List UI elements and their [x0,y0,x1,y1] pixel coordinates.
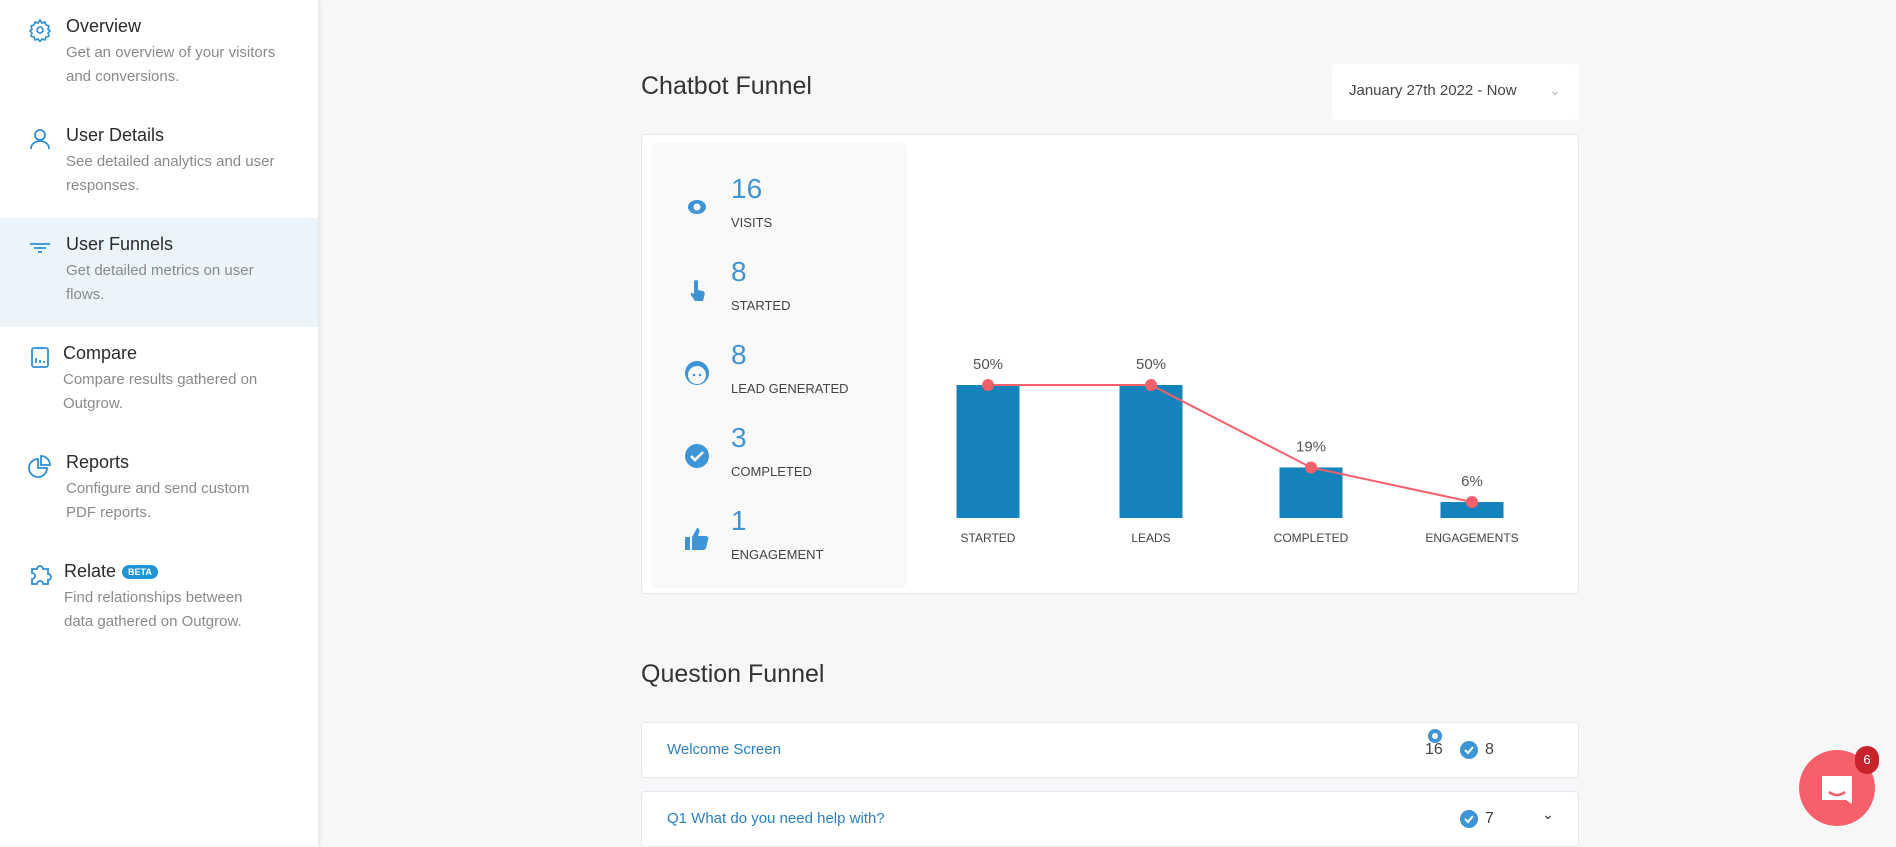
category-label: LEADS [1131,531,1170,545]
nav-title: User Details [66,125,165,145]
eye-icon [688,200,706,214]
completed-count: 8 [1485,741,1494,758]
nav-title: Reports [66,452,130,472]
face-icon [685,361,709,385]
nav-title: User Funnels [66,234,174,254]
stat-started: 8 STARTED [651,256,907,326]
question-row[interactable]: Q1 What do you need help with? 7 ⌄ [641,791,1579,847]
question-label: Q1 What do you need help with? [667,810,885,827]
check-circle-icon [1460,810,1478,828]
stat-engagement: 1 ENGAGEMENT [651,505,907,575]
bar-completed [1279,467,1343,518]
sidebar-item-relate[interactable]: Relate BETA Find relationships between da… [0,545,318,654]
nav-desc: Get an overview of your visitors and con… [66,44,276,85]
data-label: 19% [1296,438,1326,455]
puzzle-icon [31,565,52,585]
stat-value: 16 [731,173,763,204]
funnel-chart: 50% STARTED 50% LEADS 19% COMPLETED 6% ENGAGEME… [956,356,1519,545]
stat-label: LEAD GENERATED [731,381,849,396]
clipboard-chart-icon [31,347,49,368]
nav-title: Relate [64,561,117,581]
sidebar-item-reports[interactable]: Reports Configure and send custom PDF re… [0,436,318,545]
chatbot-funnel-card: 16 VISITS 8 STARTED 8 LEAD GENERATED 3 C… [641,134,1579,594]
question-funnel-title: Question Funnel [641,660,825,688]
sidebar-item-overview[interactable]: Overview Get an overview of your visitor… [0,0,318,109]
trend-point [982,379,994,391]
data-label: 50% [973,356,1003,373]
completed-count: 7 [1485,810,1494,827]
trend-point [1466,496,1478,509]
bar-leads [1119,385,1183,518]
data-label: 6% [1461,473,1483,490]
stat-value: 8 [731,339,747,370]
stat-label: COMPLETED [731,464,812,479]
stat-completed: 3 COMPLETED [651,422,907,492]
category-label: COMPLETED [1274,531,1349,545]
stats-panel: 16 VISITS 8 STARTED 8 LEAD GENERATED 3 C… [651,143,907,588]
nav-title: Overview [66,16,142,36]
bar-started [956,385,1020,518]
nav-desc: Get detailed metrics on user flows. [66,262,254,303]
check-circle-icon [1460,741,1478,759]
stat-label: ENGAGEMENT [731,547,824,562]
nav-desc: Configure and send custom PDF reports. [66,480,250,521]
category-label: STARTED [961,531,1016,545]
chevron-down-icon: ⌄ [1549,82,1561,98]
notification-badge: 6 [1855,746,1879,774]
question-label: Welcome Screen [667,741,781,758]
pointer-hand-icon [690,280,705,301]
sidebar-item-user-funnels[interactable]: User Funnels Get detailed metrics on use… [0,218,318,327]
page-title: Chatbot Funnel [641,72,812,100]
stat-value: 8 [731,256,747,287]
data-label: 50% [1136,356,1166,373]
eye-icon [1428,729,1442,743]
stat-lead-generated: 8 LEAD GENERATED [651,339,907,409]
question-row[interactable]: Welcome Screen 16 8 [641,722,1579,778]
sidebar-item-user-details[interactable]: User Details See detailed analytics and … [0,109,318,218]
date-range-value: January 27th 2022 - Now [1349,82,1517,99]
stat-value: 3 [731,422,747,453]
category-label: ENGAGEMENTS [1425,531,1518,545]
date-range-dropdown[interactable]: January 27th 2022 - Now ⌄ [1332,64,1579,120]
nav-desc: Compare results gathered on Outgrow. [63,371,258,412]
pie-chart-icon [28,455,51,478]
trend-line [988,384,1473,504]
filter-icon [30,243,50,253]
chevron-down-icon[interactable]: ⌄ [1542,806,1554,822]
thumbs-up-icon [685,528,709,550]
user-icon [30,129,50,150]
gear-icon [28,18,52,42]
bar-engagements [1440,502,1504,518]
trend-point [1305,461,1317,474]
chat-icon [1822,776,1852,804]
views-count: 16 [1425,741,1443,758]
nav-title: Compare [63,343,138,363]
sidebar-item-compare[interactable]: Compare Compare results gathered on Outg… [0,327,318,436]
beta-badge: BETA [122,564,158,579]
stat-visits: 16 VISITS [651,173,907,243]
stat-label: VISITS [731,215,773,230]
stat-value: 1 [731,505,747,536]
sidebar: Overview Get an overview of your visitor… [0,0,318,846]
nav-desc: See detailed analytics and user response… [66,153,275,194]
check-circle-icon [685,444,709,468]
stat-label: STARTED [731,298,791,313]
nav-desc: Find relationships between data gathered… [64,589,243,630]
trend-point [1145,379,1157,391]
